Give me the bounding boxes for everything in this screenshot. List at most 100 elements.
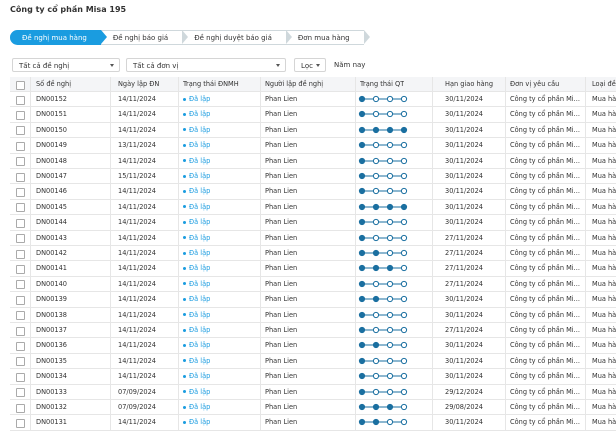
column-header: Trạng thái ĐNMH (183, 80, 239, 88)
checkbox[interactable] (16, 80, 25, 90)
checkbox[interactable] (16, 218, 25, 228)
column-separator (585, 384, 586, 399)
progress-step (400, 342, 408, 349)
tab[interactable]: Đề nghị báo giá (100, 30, 189, 45)
table-row[interactable]: DN00151 14/11/2024 Đã lập Phan Lien 30/11/20… (10, 107, 616, 123)
table-row[interactable]: DN00140 14/11/2024 Đã lập Phan Lien 27/11/20… (10, 276, 616, 293)
progress-step (386, 388, 394, 395)
table-row[interactable]: DN00143 14/11/2024 Đã lập Phan Lien 27/11/20… (10, 230, 616, 246)
table-row[interactable]: DN00133 07/09/2024 Đã lập Phan Lien 29/12/20… (10, 384, 616, 400)
request-unit: Công ty cổ phần Mi... (510, 233, 580, 242)
table-row[interactable]: DN00141 14/11/2024 Đã lập Phan Lien 27/11/20… (10, 261, 616, 277)
column-header: Ngày lập ĐN (118, 80, 160, 88)
creator: Phan Lien (265, 233, 298, 242)
table-row[interactable]: DN00150 14/11/2024 Đã lập Phan Lien 30/11/20… (10, 122, 616, 139)
checkbox[interactable] (16, 357, 25, 367)
process-progress (358, 249, 408, 257)
proposal-id: DN00132 (36, 403, 67, 411)
table-row[interactable]: DN00137 14/11/2024 Đã lập Phan Lien 27/11/20… (10, 323, 616, 339)
unit-select[interactable]: Tất cả đơn vị (126, 58, 286, 72)
creator: Phan Lien (265, 295, 298, 304)
checkbox[interactable] (16, 172, 25, 182)
request-unit: Công ty cổ phần Mi... (510, 110, 580, 119)
filter-select[interactable]: Lọc (294, 58, 326, 72)
column-separator (585, 353, 586, 369)
table-row[interactable]: DN00138 14/11/2024 Đã lập Phan Lien 30/11/20… (10, 307, 616, 323)
table-row[interactable]: DN00136 14/11/2024 Đã lập Phan Lien 30/11/20… (10, 338, 616, 354)
table-row[interactable]: DN00139 14/11/2024 Đã lập Phan Lien 30/11/20… (10, 292, 616, 308)
tab[interactable]: Đề nghị duyệt báo giá (182, 30, 292, 45)
checkbox[interactable] (16, 295, 25, 305)
column-separator (585, 323, 586, 338)
due-date: 27/11/2024 (445, 326, 484, 334)
progress-step (358, 388, 366, 395)
table-row[interactable]: DN00149 13/11/2024 Đã lập Phan Lien 30/11/20… (10, 138, 616, 154)
checkbox[interactable] (16, 388, 25, 398)
due-date: 30/11/2024 (445, 141, 484, 150)
column-separator (30, 307, 31, 322)
table-row[interactable]: DN00145 14/11/2024 Đã lập Phan Lien 30/11/20… (10, 199, 616, 216)
proposal-select[interactable]: Tất cả đề nghị (12, 58, 120, 72)
checkbox[interactable] (16, 264, 25, 274)
progress-step (372, 95, 380, 103)
column-separator (260, 77, 261, 91)
proposal-type: Mua hà (592, 95, 616, 103)
table-row[interactable]: DN00146 14/11/2024 Đã lập Phan Lien 30/11/20… (10, 184, 616, 200)
progress-step (372, 142, 380, 149)
checkbox[interactable] (16, 95, 25, 105)
column-separator (178, 122, 179, 138)
table-row[interactable]: DN00148 14/11/2024 Đã lập Phan Lien 30/11/20… (10, 153, 616, 169)
period-label[interactable]: Năm nay (334, 61, 366, 69)
checkbox[interactable] (16, 418, 25, 428)
tab[interactable]: Đề nghị mua hàng (10, 30, 107, 45)
proposal-id: DN00133 (36, 387, 67, 396)
table-row[interactable]: DN00152 14/11/2024 Đã lập Phan Lien 30/11/20… (10, 92, 616, 108)
checkbox[interactable] (16, 141, 25, 151)
request-unit: Công ty cổ phần Mi... (510, 172, 580, 180)
checkbox[interactable] (16, 187, 25, 197)
progress-step (400, 280, 408, 287)
due-date: 29/12/2024 (445, 387, 484, 396)
checkbox[interactable] (16, 341, 25, 351)
progress-step (372, 357, 380, 364)
table-row[interactable]: DN00142 14/11/2024 Đã lập Phan Lien 27/11/20… (10, 246, 616, 262)
proposal-type: Mua hà (592, 218, 616, 227)
checkbox[interactable] (16, 403, 25, 413)
column-separator (178, 353, 179, 369)
table-row[interactable]: DN00131 14/11/2024 Đã lập Phan Lien 30/11/20… (10, 415, 616, 431)
table-row[interactable]: DN00134 14/11/2024 Đã lập Phan Lien 30/11/20… (10, 369, 616, 385)
creator: Phan Lien (265, 403, 298, 411)
due-date: 30/11/2024 (445, 187, 484, 196)
request-unit: Công ty cổ phần Mi... (510, 403, 580, 411)
proposal-id: DN00141 (36, 264, 67, 273)
table-row[interactable]: DN00147 15/11/2024 Đã lập Phan Lien 30/11/20… (10, 169, 616, 185)
checkbox[interactable] (16, 326, 25, 336)
proposal-date: 14/11/2024 (118, 279, 157, 288)
checkbox[interactable] (16, 110, 25, 120)
proposal-type: Mua hà (592, 356, 616, 365)
checkbox[interactable] (16, 234, 25, 244)
checkbox[interactable] (16, 126, 25, 136)
progress-step (358, 126, 366, 133)
checkbox[interactable] (16, 311, 25, 321)
column-separator (585, 184, 586, 199)
column-separator (110, 338, 111, 353)
column-separator (178, 77, 179, 91)
checkbox[interactable] (16, 372, 25, 382)
column-separator (260, 400, 261, 415)
column-separator (260, 323, 261, 338)
column-separator (505, 107, 506, 122)
checkbox[interactable] (16, 249, 25, 259)
proposal-type: Mua hà (592, 125, 616, 134)
progress-step (386, 111, 394, 118)
checkbox[interactable] (16, 157, 25, 167)
due-date: 30/11/2024 (445, 202, 484, 211)
table-row[interactable]: DN00135 14/11/2024 Đã lập Phan Lien 30/11/20… (10, 353, 616, 370)
tab[interactable]: Đơn mua hàng (285, 30, 370, 45)
table-row[interactable]: DN00132 07/09/2024 Đã lập Phan Lien 29/08/20… (10, 400, 616, 416)
table-row[interactable]: DN00144 14/11/2024 Đã lập Phan Lien 30/11/20… (10, 215, 616, 231)
checkbox[interactable] (16, 280, 25, 290)
checkbox[interactable] (16, 203, 25, 213)
column-separator (505, 400, 506, 415)
column-separator (110, 276, 111, 292)
